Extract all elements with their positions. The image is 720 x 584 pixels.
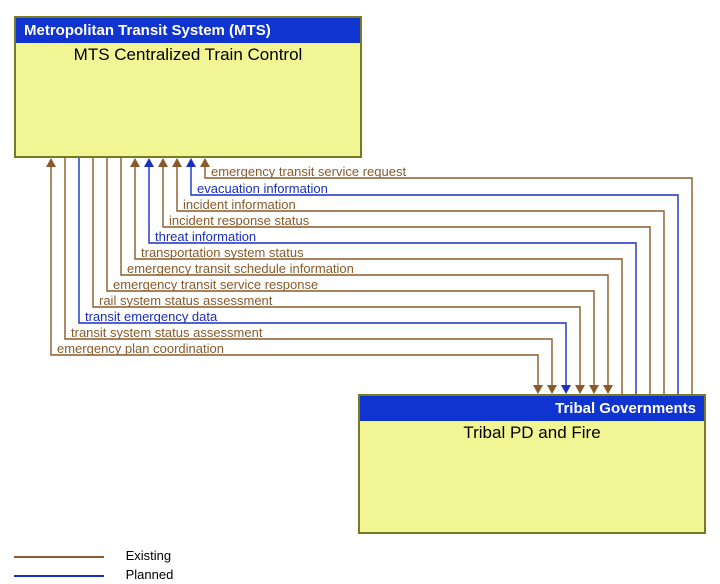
flow-label: threat information [155, 229, 256, 244]
flow-label: transit system status assessment [71, 325, 262, 340]
flow-label: incident information [183, 197, 296, 212]
flow-label: transit emergency data [85, 309, 217, 324]
legend-row-planned: Planned [14, 567, 173, 582]
flow-label: transportation system status [141, 245, 304, 260]
legend-swatch-planned [14, 575, 104, 577]
flow-label: emergency transit service request [211, 164, 406, 179]
flow-label: rail system status assessment [99, 293, 272, 308]
flow-label: emergency transit service response [113, 277, 318, 292]
entity-header-tribal: Tribal Governments [360, 396, 704, 421]
legend-row-existing: Existing [14, 548, 173, 563]
entity-title-mts: MTS Centralized Train Control [16, 43, 360, 65]
flow-label: evacuation information [197, 181, 328, 196]
entity-title-tribal: Tribal PD and Fire [360, 421, 704, 443]
diagram-canvas: Metropolitan Transit System (MTS) MTS Ce… [0, 0, 720, 584]
legend-swatch-existing [14, 556, 104, 558]
entity-box-mts: Metropolitan Transit System (MTS) MTS Ce… [14, 16, 362, 158]
legend-label-planned: Planned [126, 567, 174, 582]
flow-label: incident response status [169, 213, 309, 228]
entity-header-mts: Metropolitan Transit System (MTS) [16, 18, 360, 43]
entity-box-tribal: Tribal Governments Tribal PD and Fire [358, 394, 706, 534]
flow-label: emergency plan coordination [57, 341, 224, 356]
legend-label-existing: Existing [126, 548, 172, 563]
legend: Existing Planned [14, 548, 173, 582]
flow-label: emergency transit schedule information [127, 261, 354, 276]
